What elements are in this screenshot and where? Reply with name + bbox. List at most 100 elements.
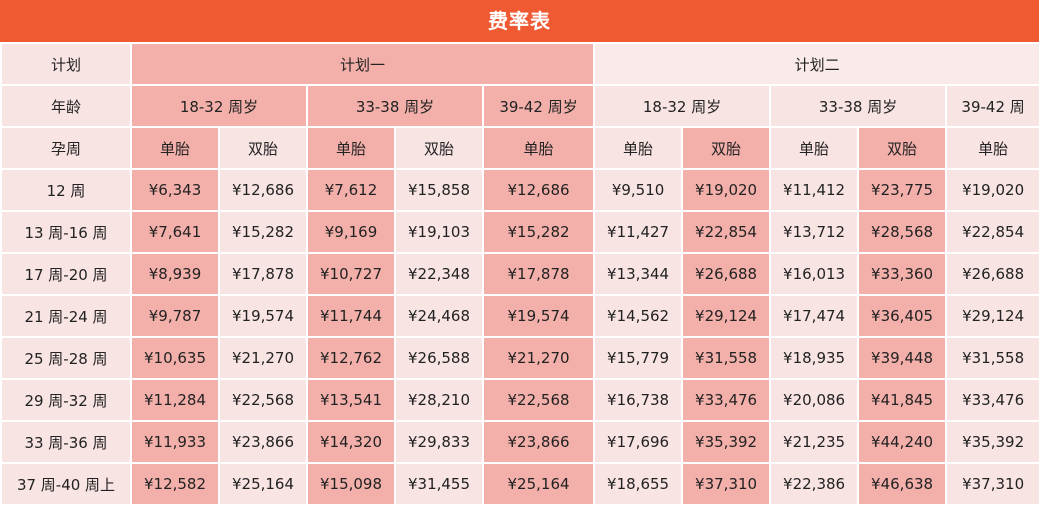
age-group-header: 39-42 周 bbox=[945, 84, 1039, 128]
rate-cell: ¥24,468 bbox=[394, 294, 484, 338]
rate-cell: ¥11,744 bbox=[306, 294, 396, 338]
type-header: 单胎 bbox=[130, 126, 220, 170]
table-row: 29 周-32 周 ¥11,284 ¥22,568 ¥13,541 ¥28,210 ¥22… bbox=[0, 378, 1039, 422]
rate-cell: ¥23,775 bbox=[857, 168, 948, 212]
age-group-header: 33-38 周岁 bbox=[769, 84, 948, 128]
rate-cell: ¥19,574 bbox=[218, 294, 308, 338]
week-label: 25 周-28 周 bbox=[0, 336, 132, 380]
type-header: 双胎 bbox=[857, 126, 948, 170]
rate-cell: ¥10,727 bbox=[306, 252, 396, 296]
week-label: 12 周 bbox=[0, 168, 132, 212]
rate-cell: ¥11,933 bbox=[130, 420, 220, 464]
rate-cell: ¥12,762 bbox=[306, 336, 396, 380]
rate-cell: ¥19,020 bbox=[945, 168, 1039, 212]
rate-cell: ¥37,310 bbox=[945, 462, 1039, 506]
rate-cell: ¥26,588 bbox=[394, 336, 484, 380]
plan-1-header: 计划一 bbox=[129, 42, 596, 86]
type-header: 单胎 bbox=[481, 126, 596, 170]
rate-cell: ¥16,013 bbox=[769, 252, 860, 296]
rate-cell: ¥25,164 bbox=[481, 462, 596, 506]
rate-cell: ¥22,386 bbox=[769, 462, 860, 506]
rate-cell: ¥20,086 bbox=[769, 378, 860, 422]
rate-cell: ¥33,476 bbox=[945, 378, 1039, 422]
rate-cell: ¥12,686 bbox=[481, 168, 596, 212]
rate-cell: ¥29,124 bbox=[681, 294, 772, 338]
type-row: 孕周 单胎 双胎 单胎 双胎 单胎 单胎 双胎 单胎 双胎 单胎 bbox=[0, 126, 1039, 170]
rate-cell: ¥21,270 bbox=[218, 336, 308, 380]
type-header: 单胎 bbox=[945, 126, 1039, 170]
week-label: 21 周-24 周 bbox=[0, 294, 132, 338]
rate-cell: ¥21,235 bbox=[769, 420, 860, 464]
type-header: 双胎 bbox=[218, 126, 308, 170]
table-row: 17 周-20 周 ¥8,939 ¥17,878 ¥10,727 ¥22,348 ¥17,… bbox=[0, 252, 1039, 296]
rate-cell: ¥10,635 bbox=[130, 336, 220, 380]
rate-cell: ¥23,866 bbox=[218, 420, 308, 464]
table-row: 33 周-36 周 ¥11,933 ¥23,866 ¥14,320 ¥29,833 ¥23… bbox=[0, 420, 1039, 464]
week-label: 33 周-36 周 bbox=[0, 420, 132, 464]
page-title: 费率表 bbox=[0, 0, 1039, 42]
rate-cell: ¥11,412 bbox=[769, 168, 860, 212]
age-group-header: 18-32 周岁 bbox=[593, 84, 772, 128]
rate-cell: ¥33,360 bbox=[857, 252, 948, 296]
rate-cell: ¥15,779 bbox=[593, 336, 684, 380]
rate-cell: ¥15,858 bbox=[394, 168, 484, 212]
rate-cell: ¥22,854 bbox=[945, 210, 1039, 254]
age-row: 年龄 18-32 周岁 33-38 周岁 39-42 周岁 18-32 周岁 3… bbox=[0, 84, 1039, 128]
rate-cell: ¥35,392 bbox=[681, 420, 772, 464]
rate-cell: ¥12,582 bbox=[130, 462, 220, 506]
rate-cell: ¥28,210 bbox=[394, 378, 484, 422]
age-group-header: 39-42 周岁 bbox=[481, 84, 596, 128]
age-group-header: 18-32 周岁 bbox=[130, 84, 308, 128]
rate-cell: ¥9,787 bbox=[130, 294, 220, 338]
rate-cell: ¥39,448 bbox=[857, 336, 948, 380]
table-row: 25 周-28 周 ¥10,635 ¥21,270 ¥12,762 ¥26,588 ¥21… bbox=[0, 336, 1039, 380]
rate-cell: ¥13,541 bbox=[306, 378, 396, 422]
table-row: 13 周-16 周 ¥7,641 ¥15,282 ¥9,169 ¥19,103 ¥15,2… bbox=[0, 210, 1039, 254]
rate-cell: ¥14,562 bbox=[593, 294, 684, 338]
rate-cell: ¥22,348 bbox=[394, 252, 484, 296]
rate-cell: ¥15,098 bbox=[306, 462, 396, 506]
rate-cell: ¥6,343 bbox=[130, 168, 220, 212]
week-label: 17 周-20 周 bbox=[0, 252, 132, 296]
rate-cell: ¥15,282 bbox=[218, 210, 308, 254]
rate-cell: ¥41,845 bbox=[857, 378, 948, 422]
rate-cell: ¥22,854 bbox=[681, 210, 772, 254]
rate-cell: ¥31,455 bbox=[394, 462, 484, 506]
week-label: 13 周-16 周 bbox=[0, 210, 132, 254]
type-header: 双胎 bbox=[681, 126, 772, 170]
rate-cell: ¥22,568 bbox=[218, 378, 308, 422]
rate-cell: ¥7,641 bbox=[130, 210, 220, 254]
type-header: 单胎 bbox=[593, 126, 684, 170]
table-row: 37 周-40 周上 ¥12,582 ¥25,164 ¥15,098 ¥31,455 ¥2… bbox=[0, 462, 1039, 506]
rate-cell: ¥46,638 bbox=[857, 462, 948, 506]
rate-cell: ¥7,612 bbox=[306, 168, 396, 212]
type-header: 双胎 bbox=[394, 126, 484, 170]
rate-cell: ¥17,474 bbox=[769, 294, 860, 338]
rate-cell: ¥31,558 bbox=[681, 336, 772, 380]
rate-cell: ¥13,712 bbox=[769, 210, 860, 254]
plan-row: 计划 计划一 计划二 bbox=[0, 42, 1039, 86]
rate-cell: ¥26,688 bbox=[681, 252, 772, 296]
rate-cell: ¥33,476 bbox=[681, 378, 772, 422]
rate-cell: ¥25,164 bbox=[218, 462, 308, 506]
rate-cell: ¥36,405 bbox=[857, 294, 948, 338]
table-row: 12 周 ¥6,343 ¥12,686 ¥7,612 ¥15,858 ¥12,686 ¥9,… bbox=[0, 168, 1039, 212]
rate-cell: ¥31,558 bbox=[945, 336, 1039, 380]
rate-cell: ¥13,344 bbox=[593, 252, 684, 296]
rate-cell: ¥18,935 bbox=[769, 336, 860, 380]
type-header: 单胎 bbox=[769, 126, 860, 170]
age-group-header: 33-38 周岁 bbox=[306, 84, 484, 128]
rate-cell: ¥14,320 bbox=[306, 420, 396, 464]
rate-cell: ¥11,427 bbox=[593, 210, 684, 254]
week-label: 37 周-40 周上 bbox=[0, 462, 132, 506]
row-label-age: 年龄 bbox=[0, 84, 132, 128]
rate-cell: ¥22,568 bbox=[481, 378, 596, 422]
rate-cell: ¥17,696 bbox=[593, 420, 684, 464]
rate-cell: ¥21,270 bbox=[481, 336, 596, 380]
table-row: 21 周-24 周 ¥9,787 ¥19,574 ¥11,744 ¥24,468 ¥19,… bbox=[0, 294, 1039, 338]
rate-cell: ¥19,574 bbox=[481, 294, 596, 338]
rate-cell: ¥18,655 bbox=[593, 462, 684, 506]
rate-cell: ¥16,738 bbox=[593, 378, 684, 422]
rate-cell: ¥19,103 bbox=[394, 210, 484, 254]
